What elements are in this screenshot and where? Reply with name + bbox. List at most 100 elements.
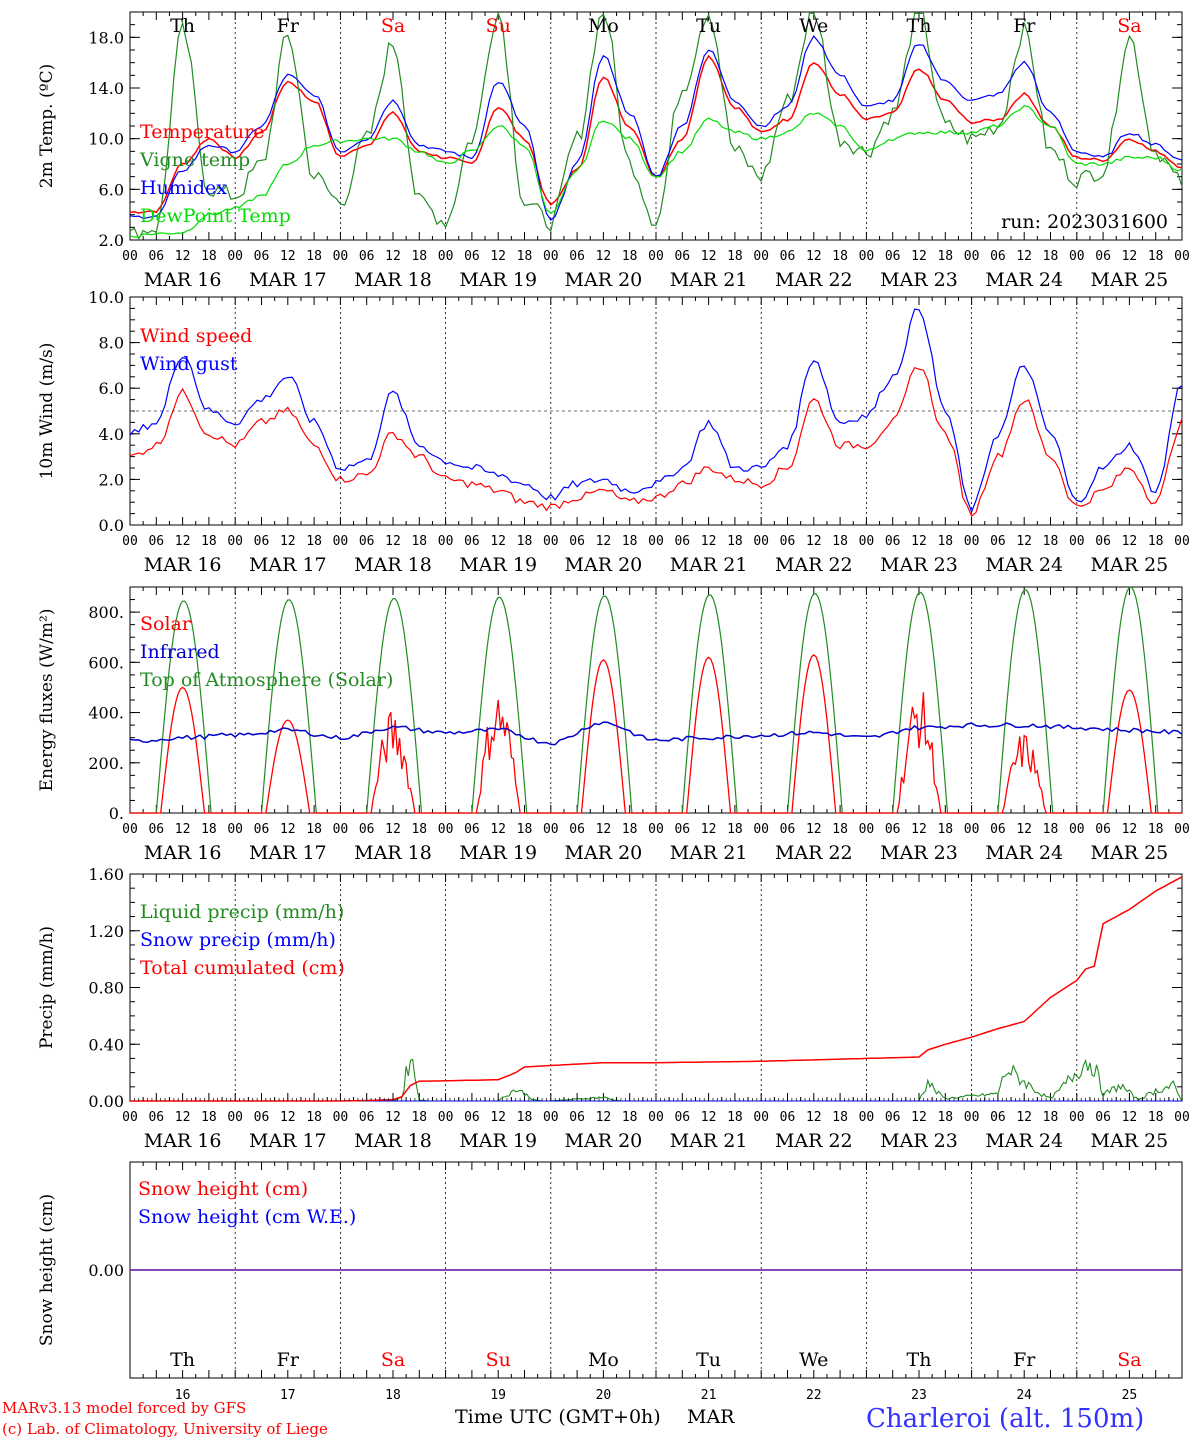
- hour-tick-label: 12: [280, 822, 296, 837]
- hour-tick-label: 18: [517, 1110, 533, 1125]
- hour-tick-label: 00: [333, 1110, 349, 1125]
- date-label: MAR 24: [985, 269, 1063, 291]
- hour-tick-label: 00: [438, 1110, 454, 1125]
- hour-tick-label: 00: [1174, 534, 1190, 549]
- date-label: MAR 18: [354, 842, 432, 864]
- legend-entry: Liquid precip (mm/h): [140, 901, 344, 923]
- hour-tick-label: 06: [885, 1110, 901, 1125]
- series-line-1: [129, 11, 1183, 241]
- y-axis-label: 2m Temp. (ºC): [37, 64, 57, 189]
- hour-tick-label: 18: [306, 534, 322, 549]
- hour-tick-label: 06: [990, 1110, 1006, 1125]
- hour-tick-label: 12: [175, 1110, 191, 1125]
- hour-tick-label: 00: [753, 822, 769, 837]
- hour-tick-label: 00: [543, 822, 559, 837]
- hour-tick-label: 06: [464, 534, 480, 549]
- hour-tick-label: 18: [1148, 822, 1164, 837]
- weekday-label: Sa: [1117, 15, 1141, 37]
- hour-tick-label: 06: [674, 534, 690, 549]
- y-tick-label: 10.0: [88, 288, 124, 307]
- hour-tick-label: 00: [543, 249, 559, 264]
- weekday-label: Fr: [1013, 15, 1036, 37]
- hour-tick-label: 12: [1016, 534, 1032, 549]
- hour-tick-label: 18: [1043, 822, 1059, 837]
- y-tick-label: 1.60: [88, 865, 124, 884]
- hour-tick-label: 18: [306, 249, 322, 264]
- hour-tick-label: 12: [911, 534, 927, 549]
- date-label: MAR 20: [565, 842, 643, 864]
- y-tick-label: 200.: [88, 754, 124, 773]
- date-label: MAR 21: [670, 1130, 748, 1152]
- hour-tick-label: 12: [1122, 822, 1138, 837]
- weekday-label: Mo: [588, 1349, 619, 1371]
- date-label: MAR 22: [775, 269, 853, 291]
- hour-tick-label: 00: [227, 249, 243, 264]
- date-label: MAR 19: [459, 269, 537, 291]
- hour-tick-label: 12: [911, 249, 927, 264]
- y-tick-label: 4.0: [99, 425, 124, 444]
- hour-tick-label: 12: [280, 249, 296, 264]
- y-axis-label: Precip (mm/h): [37, 926, 57, 1049]
- y-axis-label: Snow height (cm): [37, 1194, 57, 1346]
- hour-tick-label: 06: [780, 249, 796, 264]
- hour-tick-label: 00: [122, 822, 138, 837]
- hour-tick-label: 18: [832, 1110, 848, 1125]
- hour-tick-label: 00: [227, 822, 243, 837]
- hour-tick-label: 00: [438, 822, 454, 837]
- date-label: MAR 19: [459, 554, 537, 576]
- hour-tick-label: 06: [254, 822, 270, 837]
- weekday-label: Sa: [381, 15, 405, 37]
- hour-tick-label: 06: [674, 249, 690, 264]
- date-label: MAR 18: [354, 1130, 432, 1152]
- weekday-label: We: [799, 15, 828, 37]
- hour-tick-label: 00: [859, 822, 875, 837]
- legend-entry: Temperature: [140, 121, 264, 143]
- date-label: MAR 25: [1091, 842, 1169, 864]
- hour-tick-label: 06: [885, 822, 901, 837]
- hour-tick-label: 06: [674, 822, 690, 837]
- hour-tick-label: 12: [385, 822, 401, 837]
- hour-tick-label: 12: [701, 1110, 717, 1125]
- hour-tick-label: 12: [280, 1110, 296, 1125]
- hour-tick-label: 00: [648, 534, 664, 549]
- hour-tick-label: 18: [727, 249, 743, 264]
- date-label: MAR 20: [565, 554, 643, 576]
- hour-tick-label: 06: [464, 1110, 480, 1125]
- date-label: MAR 17: [249, 554, 327, 576]
- hour-tick-label: 12: [701, 249, 717, 264]
- hour-tick-label: 06: [674, 1110, 690, 1125]
- y-tick-label: 600.: [88, 653, 124, 672]
- hour-tick-label: 12: [596, 534, 612, 549]
- hour-tick-label: 00: [1069, 534, 1085, 549]
- hour-tick-label: 12: [806, 249, 822, 264]
- date-label: MAR 16: [144, 269, 222, 291]
- legend-entry: Solar: [140, 613, 192, 635]
- hour-tick-label: 12: [175, 534, 191, 549]
- hour-tick-label: 12: [806, 1110, 822, 1125]
- date-label: MAR 25: [1091, 269, 1169, 291]
- hour-tick-label: 00: [964, 534, 980, 549]
- series-line-toa: [130, 586, 1182, 814]
- hour-tick-label: 18: [517, 822, 533, 837]
- date-label: MAR 21: [670, 554, 748, 576]
- hour-tick-label: 12: [806, 534, 822, 549]
- hour-tick-label: 18: [1043, 534, 1059, 549]
- legend-entry: Total cumulated (cm): [140, 957, 345, 979]
- date-label: MAR 22: [775, 842, 853, 864]
- panel-snow: 0.00 Snow height (cm) Snow height (cm) Snow…: [37, 1161, 1183, 1403]
- hour-tick-label: 12: [701, 534, 717, 549]
- hour-tick-label: 18: [411, 534, 427, 549]
- legend-entry: Humidex: [140, 177, 227, 199]
- legend-entry: Snow height (cm W.E.): [138, 1206, 356, 1228]
- y-tick-label: 18.0: [88, 28, 124, 47]
- hour-tick-label: 00: [438, 534, 454, 549]
- day-number-label: 22: [806, 1388, 822, 1403]
- hour-tick-label: 18: [411, 249, 427, 264]
- weekday-label: Fr: [277, 15, 300, 37]
- y-tick-label: 0.: [109, 804, 124, 823]
- hour-tick-label: 12: [701, 822, 717, 837]
- y-tick-label: 800.: [88, 603, 124, 622]
- hour-tick-label: 00: [543, 1110, 559, 1125]
- date-label: MAR 18: [354, 554, 432, 576]
- y-tick-label: 2.0: [99, 231, 124, 250]
